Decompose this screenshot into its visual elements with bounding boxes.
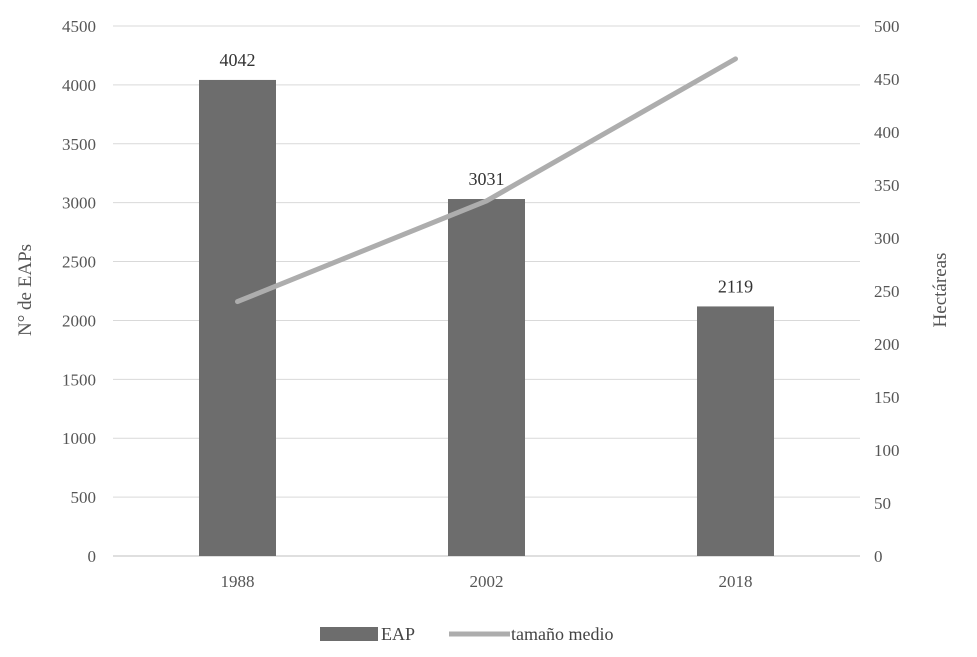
right-axis-tick-label: 500 [874, 17, 900, 36]
right-axis-tick-label: 200 [874, 335, 900, 354]
right-axis-ticks: 0 50 100 150 200 250 300 350 400 450 500 [874, 17, 900, 566]
right-axis-title: Hectáreas [930, 253, 951, 328]
average-size-line [235, 56, 738, 305]
legend: EAP tamaño medio [320, 624, 613, 644]
left-axis-tick-label: 4000 [62, 76, 96, 95]
right-axis-tick-label: 150 [874, 388, 900, 407]
legend-label-average-size: tamaño medio [511, 624, 613, 644]
x-axis-tick-label: 2002 [470, 572, 504, 591]
left-axis-tick-label: 500 [71, 488, 97, 507]
left-axis-tick-label: 1000 [62, 429, 96, 448]
right-axis-tick-label: 0 [874, 547, 883, 566]
bar-2018 [697, 306, 774, 556]
right-axis-tick-label: 250 [874, 282, 900, 301]
right-axis-tick-label: 350 [874, 176, 900, 195]
bar-2002 [448, 199, 525, 556]
bar-value-label: 3031 [469, 169, 505, 189]
left-axis-tick-label: 1500 [62, 370, 96, 389]
left-axis-ticks: 0 500 1000 1500 2000 2500 3000 3500 4000 4500 [62, 17, 96, 566]
bar-data-labels: 4042 3031 2119 [220, 50, 754, 296]
eap-bars [199, 79, 774, 556]
right-axis-tick-label: 300 [874, 229, 900, 248]
bar-value-label: 4042 [220, 50, 256, 70]
right-axis-tick-label: 400 [874, 123, 900, 142]
left-axis-tick-label: 0 [88, 547, 97, 566]
legend-label-eap: EAP [381, 624, 415, 644]
series-line-average-size [235, 56, 738, 305]
x-axis-tick-label: 2018 [719, 572, 753, 591]
left-axis-tick-label: 2000 [62, 311, 96, 330]
x-axis-tick-label: 1988 [221, 572, 255, 591]
bar-1988 [199, 79, 276, 556]
legend-swatch-eap [320, 627, 378, 641]
right-axis-tick-label: 450 [874, 70, 900, 89]
x-axis-ticks: 1988 2002 2018 [221, 572, 753, 591]
right-axis-tick-label: 50 [874, 494, 891, 513]
right-axis-tick-label: 100 [874, 441, 900, 460]
left-axis-tick-label: 2500 [62, 253, 96, 272]
left-axis-tick-label: 3500 [62, 135, 96, 154]
left-axis-tick-label: 3000 [62, 194, 96, 213]
left-axis-tick-label: 4500 [62, 17, 96, 36]
left-axis-title: N° de EAPs [15, 244, 36, 336]
bar-value-label: 2119 [718, 276, 753, 296]
